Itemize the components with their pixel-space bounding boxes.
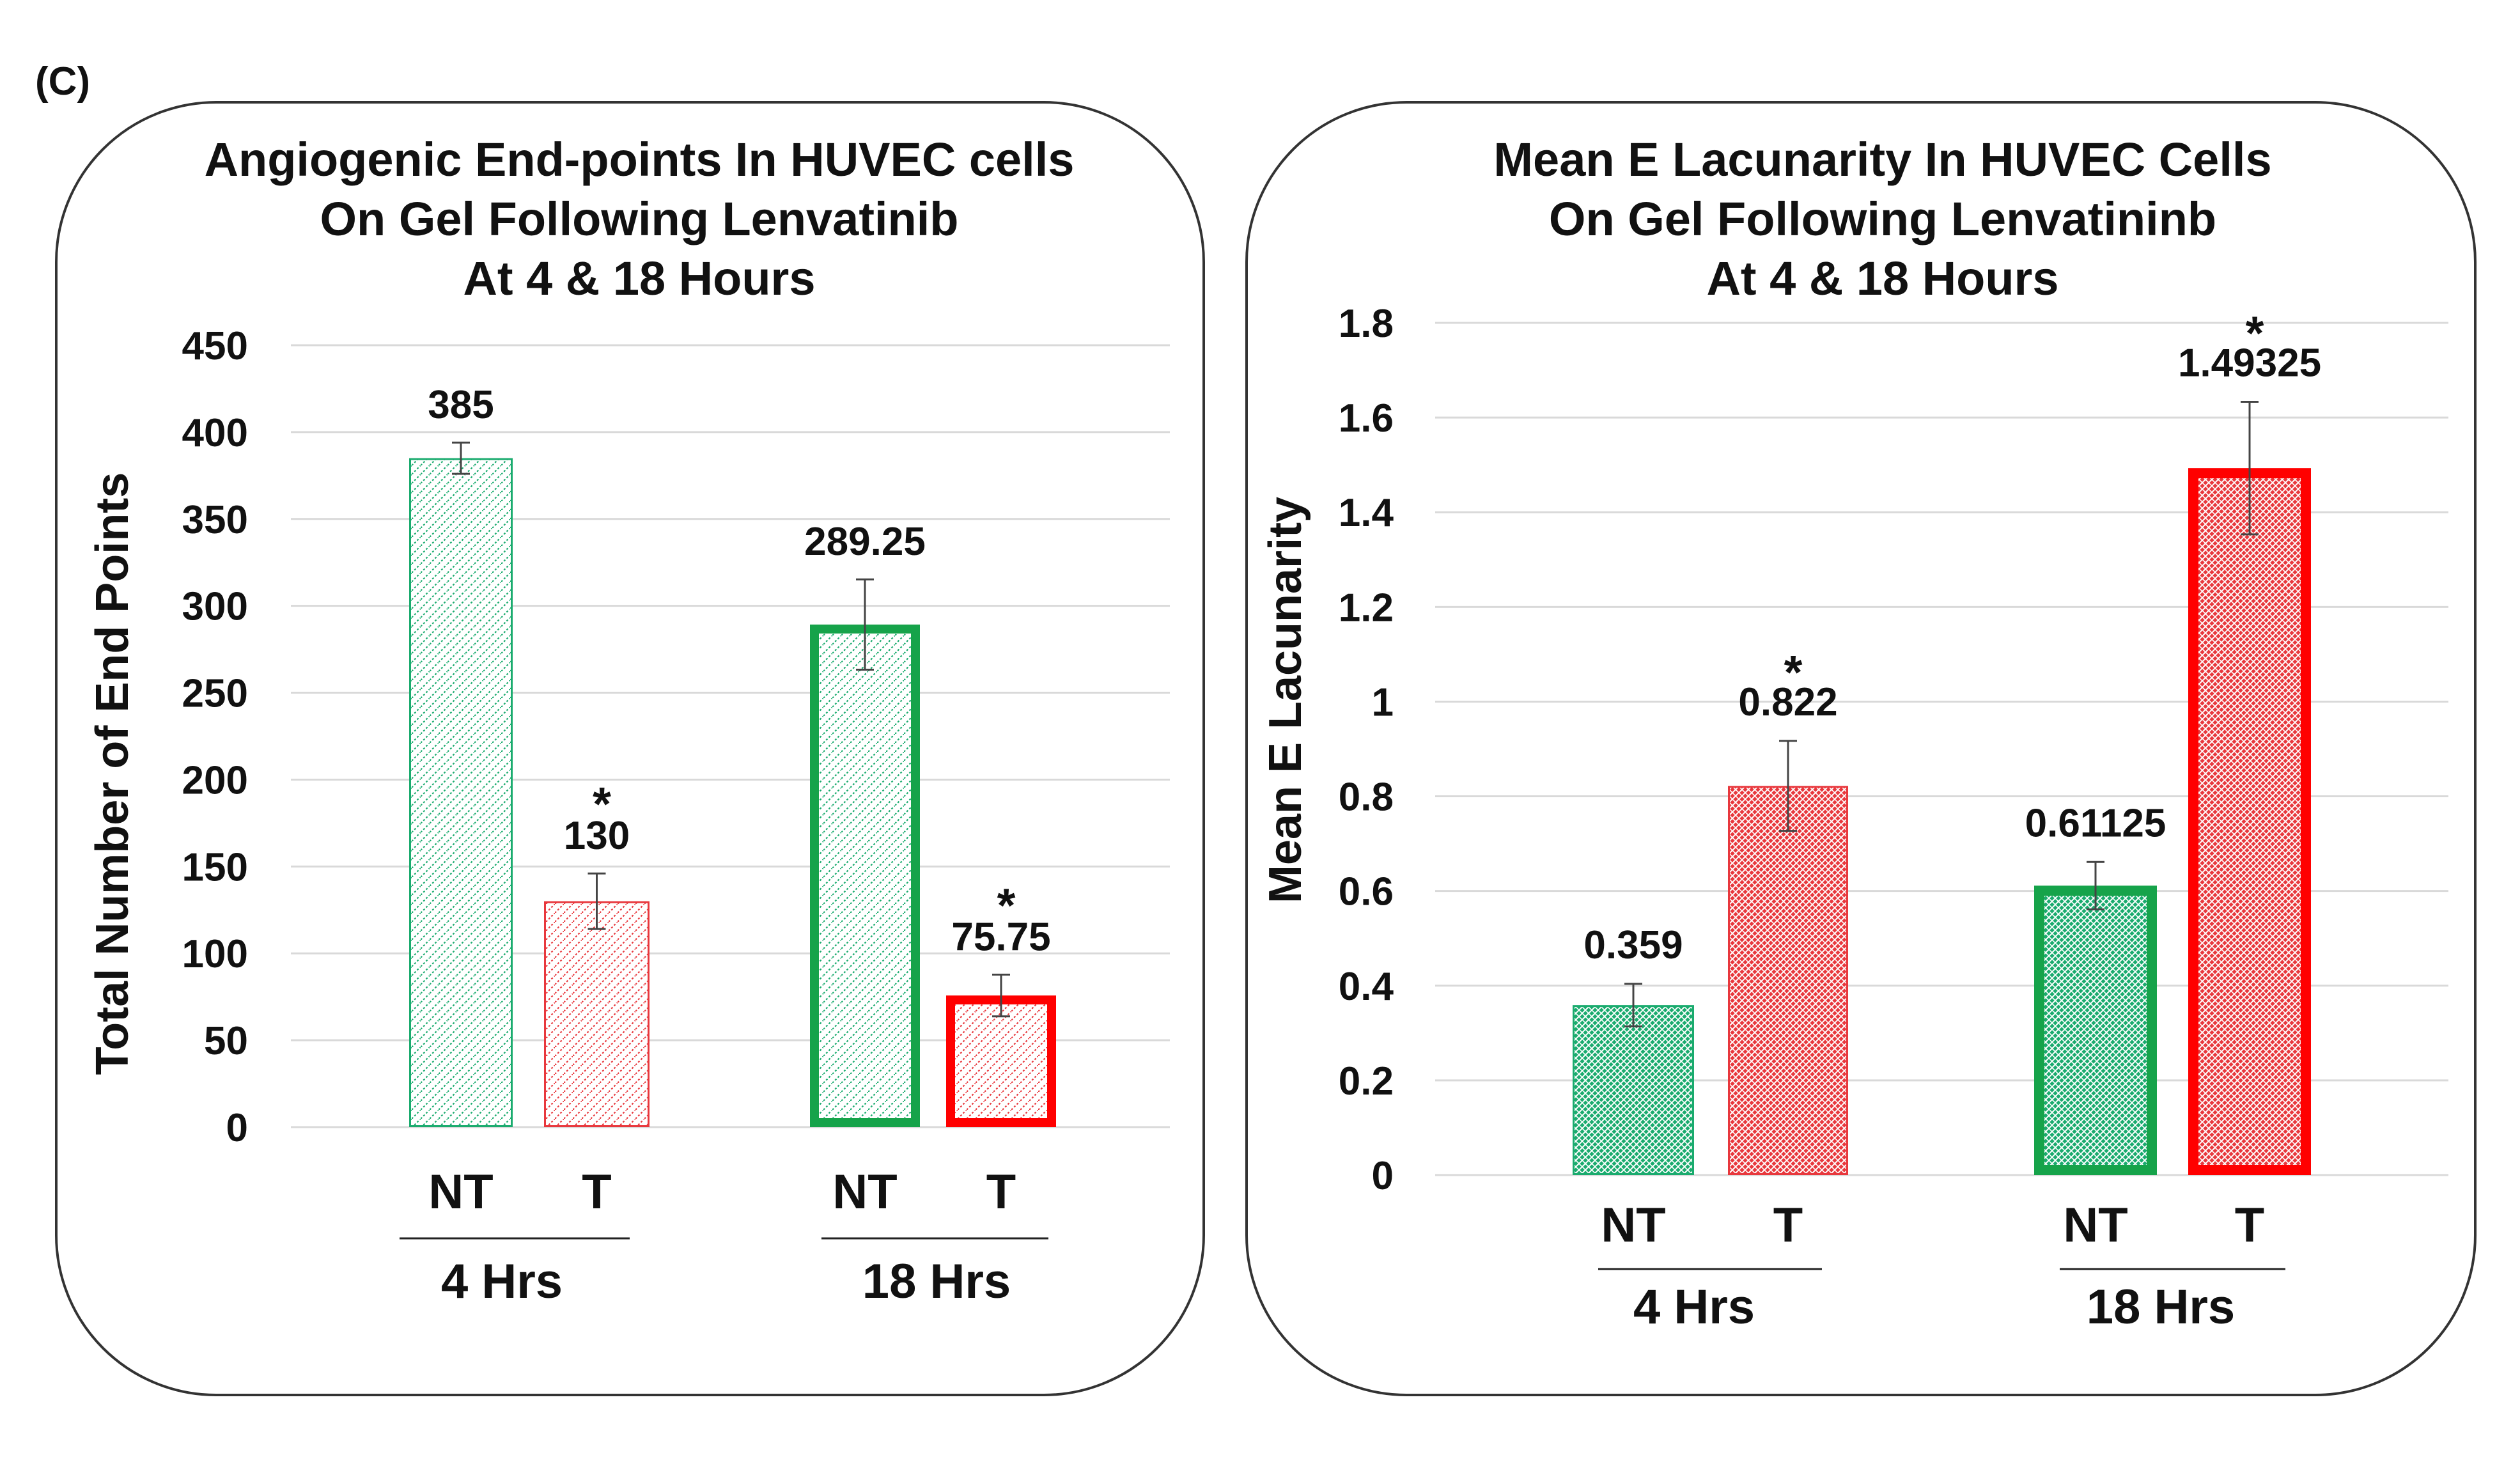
chart-title-line: At 4 & 18 Hours	[1706, 252, 2058, 305]
y-tick-label: 0.2	[1339, 1059, 1394, 1103]
bar-nt-18-hrs	[2034, 885, 2157, 1176]
category-label: NT	[428, 1165, 493, 1219]
y-tick-label: 450	[182, 324, 248, 368]
y-tick-label: 1.8	[1339, 302, 1394, 346]
category-label: T	[2235, 1198, 2264, 1252]
y-tick-label: 0.8	[1339, 775, 1394, 820]
group-label: 4 Hrs	[441, 1254, 563, 1309]
panel-label: (C)	[35, 59, 90, 104]
y-tick-label: 0.4	[1339, 965, 1394, 1009]
y-tick-label: 100	[182, 932, 248, 976]
chart-end-points: Angiogenic End-points In HUVEC cells On G…	[87, 133, 1170, 1309]
y-tick-label: 350	[182, 498, 248, 542]
y-tick-label: 150	[182, 845, 248, 889]
category-label: NT	[2063, 1198, 2127, 1252]
category-label: T	[1773, 1198, 1803, 1252]
group-label: 18 Hrs	[2087, 1280, 2235, 1334]
chart-title-line: Mean E Lacunarity In HUVEC Cells	[1493, 133, 2271, 186]
data-label: 289.25	[804, 520, 926, 564]
bar-nt-18-hrs	[810, 624, 920, 1127]
data-label: 0.61125	[2025, 801, 2166, 845]
y-tick-label: 1.4	[1339, 491, 1394, 535]
bar-nt-4-hrs	[409, 458, 513, 1128]
bar-nt-4-hrs	[1573, 1005, 1694, 1175]
category-label: NT	[1601, 1198, 1665, 1252]
y-tick-label: 250	[182, 672, 248, 716]
significance-star: *	[593, 777, 611, 830]
chart-lacunarity: Mean E Lacunarity In HUVEC Cells On Gel F…	[1260, 133, 2448, 1334]
category-label: NT	[832, 1165, 897, 1219]
data-label: 130	[564, 814, 630, 858]
chart-frame-right	[1245, 101, 2477, 1396]
chart-title-line: On Gel Following Lenvatinib	[320, 192, 959, 245]
bar-t-18-hrs	[2188, 468, 2311, 1175]
significance-star: *	[997, 879, 1016, 932]
y-tick-label: 50	[204, 1019, 248, 1063]
data-label: 75.75	[951, 915, 1050, 960]
y-tick-label: 1	[1372, 680, 1394, 724]
y-tick-label: 0	[1372, 1154, 1394, 1198]
bar-t-18-hrs	[946, 995, 1056, 1127]
group-label: 4 Hrs	[1633, 1280, 1755, 1334]
category-label: T	[986, 1165, 1016, 1219]
y-tick-label: 200	[182, 758, 248, 802]
chart-frame-left	[55, 101, 1205, 1396]
data-label: 1.49325	[2178, 341, 2321, 385]
data-label: 0.359	[1583, 923, 1683, 967]
data-label: 0.822	[1738, 680, 1837, 724]
chart-title-line: On Gel Following Lenvatininb	[1549, 192, 2216, 245]
bar-t-4-hrs	[544, 901, 649, 1127]
group-label: 18 Hrs	[862, 1254, 1011, 1309]
chart-title-line: At 4 & 18 Hours	[463, 252, 815, 305]
bar-t-4-hrs	[1728, 786, 1848, 1175]
y-tick-label: 1.6	[1339, 396, 1394, 440]
y-tick-label: 0	[226, 1106, 248, 1150]
category-label: T	[582, 1165, 611, 1219]
y-axis-label: Total Number of End Points	[87, 472, 138, 1075]
y-tick-label: 1.2	[1339, 586, 1394, 630]
y-tick-label: 300	[182, 585, 248, 629]
chart-title-line: Angiogenic End-points In HUVEC cells	[205, 133, 1075, 186]
data-label: 385	[428, 383, 494, 427]
significance-star: *	[1784, 646, 1803, 699]
significance-star: *	[2246, 306, 2264, 359]
y-tick-label: 0.6	[1339, 870, 1394, 914]
y-axis-label: Mean E Lacunarity	[1260, 497, 1311, 903]
y-tick-label: 400	[182, 411, 248, 455]
